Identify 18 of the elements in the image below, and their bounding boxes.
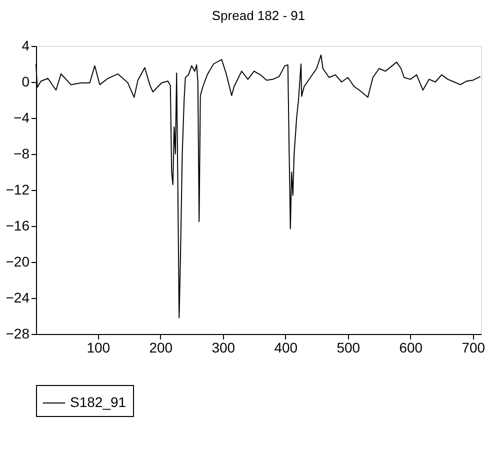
y-tick-label: −12 bbox=[6, 182, 30, 198]
legend-label: S182_91 bbox=[70, 394, 126, 410]
x-tick-label: 500 bbox=[336, 340, 360, 356]
y-tick-label: −20 bbox=[6, 254, 30, 270]
y-tick-label: 0 bbox=[22, 74, 30, 90]
y-tick-label: −28 bbox=[6, 326, 30, 342]
y-tick-label: −8 bbox=[14, 146, 30, 162]
x-tick-label: 600 bbox=[399, 340, 423, 356]
chart-title: Spread 182 - 91 bbox=[212, 8, 306, 23]
x-tick-label: 400 bbox=[274, 340, 298, 356]
y-tick-label: −24 bbox=[6, 290, 30, 306]
y-tick-label: −4 bbox=[14, 110, 30, 126]
x-tick-label: 700 bbox=[462, 340, 486, 356]
y-tick-label: 4 bbox=[22, 38, 30, 54]
x-tick-label: 100 bbox=[86, 340, 110, 356]
x-tick-label: 200 bbox=[149, 340, 173, 356]
y-tick-label: −16 bbox=[6, 218, 30, 234]
x-tick-label: 300 bbox=[212, 340, 236, 356]
